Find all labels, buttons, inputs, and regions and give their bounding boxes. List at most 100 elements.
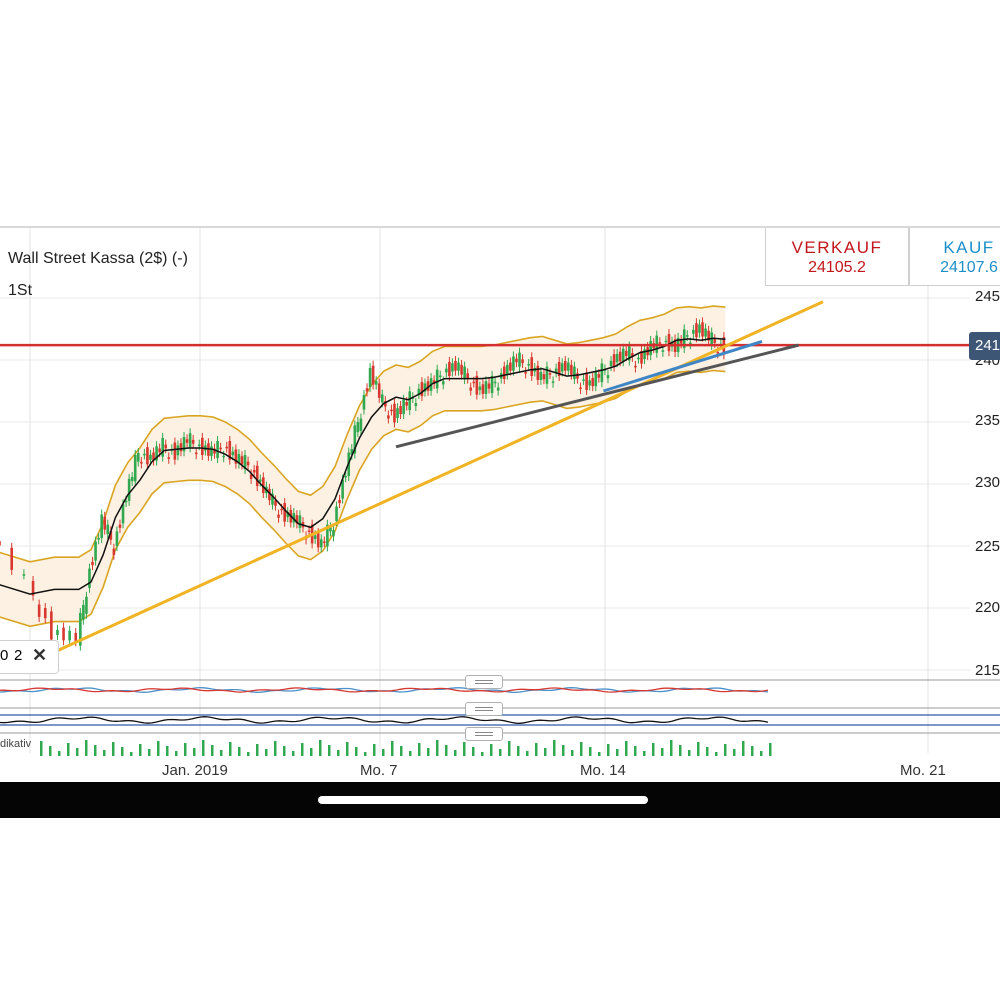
oscillator-signal-line <box>0 687 769 693</box>
candle-body <box>628 346 631 361</box>
candle-body <box>353 425 357 454</box>
candle-body <box>408 391 412 411</box>
volume-bar <box>679 745 682 756</box>
sell-button[interactable]: VERKAUF 24105.2 <box>765 228 909 286</box>
candle-body <box>567 362 570 371</box>
candle-body <box>185 439 189 443</box>
toolbar-count-left[interactable]: 0 <box>0 647 9 664</box>
candle-body <box>197 444 201 447</box>
candle-body <box>469 387 473 391</box>
buy-button[interactable]: KAUF 24107.6 <box>909 228 1000 286</box>
candle-body <box>182 437 186 452</box>
candle-body <box>313 535 317 539</box>
volume-bar <box>652 743 655 756</box>
volume-bar <box>760 751 763 756</box>
candle-body <box>591 378 595 387</box>
volume-bar <box>346 742 349 756</box>
volume-bar <box>445 745 448 756</box>
candle-body <box>692 329 695 334</box>
candle-body <box>219 447 222 450</box>
volume-bar <box>238 747 241 756</box>
x-tick-label: Mo. 21 <box>900 762 946 779</box>
candle-body <box>451 363 454 372</box>
candle-body <box>258 479 262 482</box>
volume-bar <box>40 741 43 756</box>
volume-bar <box>688 750 691 756</box>
volume-bar <box>157 741 160 756</box>
candle-body <box>277 514 280 518</box>
candle-body <box>164 444 168 449</box>
candle-body <box>56 629 59 636</box>
candle-body <box>380 394 384 403</box>
candle-body <box>570 364 573 375</box>
x-tick-label: Jan. 2019 <box>162 762 228 779</box>
volume-bar <box>634 746 637 756</box>
candle-body <box>679 340 683 344</box>
candle-body <box>396 408 399 419</box>
short-uptrend-line <box>602 339 763 393</box>
trading-app-screen: Wall Street Kassa (2$) (-) 1St VERKAUF 2… <box>0 228 1000 818</box>
buy-label: KAUF <box>943 238 995 257</box>
panel-resize-handle[interactable] <box>465 702 503 716</box>
candle-body <box>140 461 143 464</box>
bollinger-band-fill <box>0 306 726 627</box>
candle-body <box>448 361 451 376</box>
candle-body <box>649 340 652 356</box>
candle-body <box>664 340 668 343</box>
candle-body <box>274 500 277 506</box>
candle-body <box>704 328 707 337</box>
volume-bar <box>526 751 529 756</box>
volume-bar <box>220 750 223 756</box>
candle-body <box>326 524 329 547</box>
candle-body <box>50 611 53 640</box>
volume-bar <box>301 743 304 756</box>
close-icon[interactable]: ✕ <box>32 645 48 665</box>
candle-body <box>475 375 479 395</box>
y-tick-label: 215 <box>975 662 1000 679</box>
candle-body <box>149 454 152 460</box>
candle-body <box>191 439 195 444</box>
candle-body <box>576 373 579 379</box>
candle-body <box>423 383 427 392</box>
candle-body <box>222 455 225 458</box>
candle-body <box>0 541 1 546</box>
candle-body <box>524 372 527 374</box>
candle-body <box>362 394 366 410</box>
candle-body <box>554 368 558 373</box>
toolbar-count-right[interactable]: 2 <box>14 647 23 664</box>
volume-bar <box>94 745 97 756</box>
panel-resize-handle[interactable] <box>465 727 503 741</box>
candle-body <box>563 361 567 371</box>
volume-bar <box>418 743 421 756</box>
candle-body <box>179 443 183 452</box>
volume-bar <box>373 744 376 756</box>
panel-resize-handle[interactable] <box>465 675 503 689</box>
home-indicator[interactable] <box>318 796 648 804</box>
candle-body <box>316 533 320 548</box>
timeframe-label[interactable]: 1St <box>8 282 33 299</box>
candle-body <box>454 361 457 371</box>
volume-bar <box>562 745 565 756</box>
candle-body <box>460 364 463 375</box>
candle-body <box>341 479 344 499</box>
candle-body <box>661 350 665 352</box>
x-tick-label: Mo. 14 <box>580 762 626 779</box>
candle-body <box>597 374 601 378</box>
candle-body <box>695 323 698 338</box>
volume-bar <box>265 749 268 756</box>
candle-body <box>365 388 369 392</box>
candle-body <box>246 461 250 466</box>
candle-body <box>496 387 500 391</box>
candle-body <box>689 342 692 345</box>
candle-body <box>255 465 259 487</box>
candle-body <box>271 493 274 505</box>
candle-body <box>512 356 515 371</box>
y-tick-label: 225 <box>975 538 1000 555</box>
volume-bar <box>571 750 574 756</box>
candle-body <box>91 561 94 566</box>
volume-bar <box>616 749 619 756</box>
volume-bar <box>355 747 358 756</box>
support-trendline <box>395 343 799 449</box>
volume-bar <box>166 746 169 756</box>
candle-body <box>62 627 65 641</box>
